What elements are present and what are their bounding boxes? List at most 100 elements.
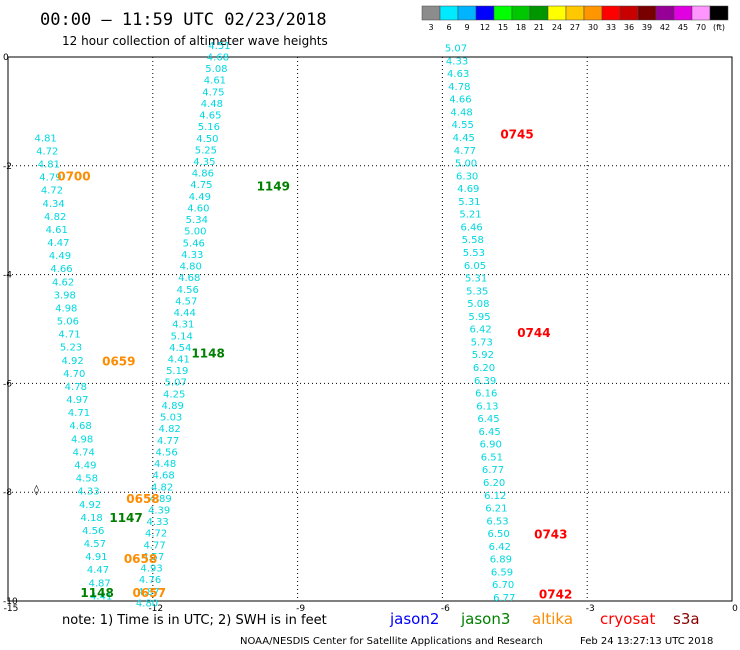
swh-value-label: 4.74 — [73, 447, 95, 458]
colorbar-swatch — [529, 5, 549, 21]
colorbar-label: 15 — [498, 23, 508, 32]
swh-value-label: 4.18 — [81, 513, 103, 524]
time-label: 0743 — [534, 527, 567, 541]
colorbar-swatch — [439, 5, 459, 21]
swh-value-label: 4.65 — [199, 111, 221, 122]
swh-value-label: 4.49 — [189, 192, 211, 203]
swh-value-label: 4.60 — [187, 203, 209, 214]
colorbar-label: 6 — [446, 23, 451, 32]
time-labels: 0700 0659 0658 0658 0657 1149 1148 1147 1148 0745… — [57, 128, 572, 602]
colorbar-swatch — [457, 5, 477, 21]
colorbar-swatch — [691, 5, 711, 21]
swh-value-label: 4.69 — [457, 184, 479, 195]
swh-value-label: 4.68 — [152, 471, 174, 482]
swh-value-label: 6.51 — [481, 452, 503, 463]
swh-value-label: 4.47 — [87, 565, 109, 576]
swh-value-label: 6.89 — [490, 555, 512, 566]
swh-value-label: 4.79 — [39, 173, 61, 184]
swh-value-label: 4.41 — [90, 591, 112, 602]
swh-value-label: 4.75 — [190, 180, 212, 191]
colorbar-label: 33 — [606, 23, 616, 32]
swh-value-label: 4.61 — [204, 76, 226, 87]
swh-value-label: 4.48 — [154, 459, 176, 470]
swh-value-label: 4.76 — [139, 575, 161, 586]
swh-value-label: 4.68 — [69, 421, 91, 432]
swh-value-label: 4.55 — [452, 120, 474, 131]
time-label: 0658 — [124, 552, 157, 566]
swh-value-label: 6.53 — [486, 516, 508, 527]
swh-value-label: 4.41 — [168, 354, 190, 365]
swh-value-label: 6.20 — [473, 363, 495, 374]
colorbar-swatch — [709, 5, 729, 21]
colorbar-label: 18 — [516, 23, 526, 32]
swh-value-label: 4.66 — [50, 264, 72, 275]
swh-value-label: 5.00 — [455, 159, 477, 170]
note-text: note: 1) Time is in UTC; 2) SWH is in fe… — [62, 613, 327, 628]
swh-value-label: 4.82 — [44, 212, 66, 223]
swh-value-label: 5.46 — [183, 238, 205, 249]
plot-frame — [7, 56, 733, 602]
swh-value-label: 6.70 — [492, 580, 514, 591]
swh-value-label: 4.48 — [450, 107, 472, 118]
satellite-legend: jason2 jason3 altika cryosat s3a — [389, 610, 700, 628]
swh-value-label: 4.47 — [47, 238, 69, 249]
time-label: 0742 — [539, 587, 572, 601]
x-tick-label: 0 — [732, 604, 738, 614]
time-label: 0657 — [133, 586, 166, 600]
swh-value-label: 4.68 — [178, 273, 200, 284]
swh-value-label: 5.58 — [462, 235, 484, 246]
swh-value-label: 5.06 — [57, 317, 79, 328]
color-scale-legend: 3 6 9 12 15 18 21 24 27 30 33 36 39 42 45 70 (ft) — [421, 5, 729, 32]
swh-value-label: 4.34 — [42, 199, 64, 210]
swh-value-label: 5.03 — [160, 413, 182, 424]
swh-value-label: 4.72 — [36, 146, 58, 157]
colorbar-swatch — [619, 5, 639, 21]
swh-value-label: 6.50 — [487, 529, 509, 540]
swh-value-label: 4.89 — [149, 494, 171, 505]
colorbar-label: 24 — [552, 23, 562, 32]
swh-value-label: 6.45 — [478, 427, 500, 438]
swh-value-label: 4.71 — [68, 408, 90, 419]
y-tick-label: -8 — [3, 488, 12, 498]
colorbar-label: 45 — [678, 23, 688, 32]
swh-value-label: 4.93 — [140, 564, 162, 575]
swh-value-label: 4.45 — [453, 133, 475, 144]
swh-value-label: 4.92 — [79, 500, 101, 511]
swh-value-label: 4.70 — [63, 369, 85, 380]
swh-value-label: 4.63 — [447, 69, 469, 80]
colorbar-label: 42 — [660, 23, 670, 32]
swh-value-label: 4.82 — [151, 482, 173, 493]
swh-value-label: 4.72 — [41, 186, 63, 197]
colorbar-swatch — [637, 5, 657, 21]
swh-value-label: 4.50 — [196, 134, 218, 145]
colorbar-swatch — [547, 5, 567, 21]
swh-value-label: 5.19 — [166, 366, 188, 377]
swh-value-label: 4.57 — [84, 539, 106, 550]
colorbar-swatch — [565, 5, 585, 21]
swh-value-label: 4.58 — [76, 474, 98, 485]
swh-value-label: 4.48 — [201, 99, 223, 110]
swh-value-label: 4.56 — [82, 526, 104, 537]
swh-value-label: 5.14 — [171, 331, 193, 342]
colorbar-swatch — [493, 5, 513, 21]
swh-value-label: 4.57 — [175, 296, 197, 307]
satellite-legend-cryosat: cryosat — [600, 610, 655, 628]
y-tick-label: -4 — [3, 271, 12, 281]
swh-value-label: 4.56 — [156, 447, 178, 458]
swh-value-label: 6.42 — [489, 542, 511, 553]
swh-value-label: 4.57 — [142, 552, 164, 563]
swh-value-label: 4.80 — [180, 262, 202, 273]
swh-value-label: 4.71 — [58, 330, 80, 341]
colorbar-label: 12 — [480, 23, 490, 32]
swh-value-label: 5.35 — [466, 286, 488, 297]
swh-value-label: 4.72 — [145, 529, 167, 540]
footer-timestamp: Feb 24 13:27:13 UTC 2018 — [580, 636, 713, 647]
swh-value-label: 6.46 — [461, 222, 483, 233]
swh-value-label: 4.97 — [66, 395, 88, 406]
swh-value-label: 5.95 — [468, 312, 490, 323]
y-tick-label: -2 — [3, 162, 12, 172]
swh-value-label: 6.12 — [484, 491, 506, 502]
chart-title: 00:00 — 11:59 UTC 02/23/2018 — [40, 10, 327, 30]
grid-lines — [8, 57, 732, 601]
